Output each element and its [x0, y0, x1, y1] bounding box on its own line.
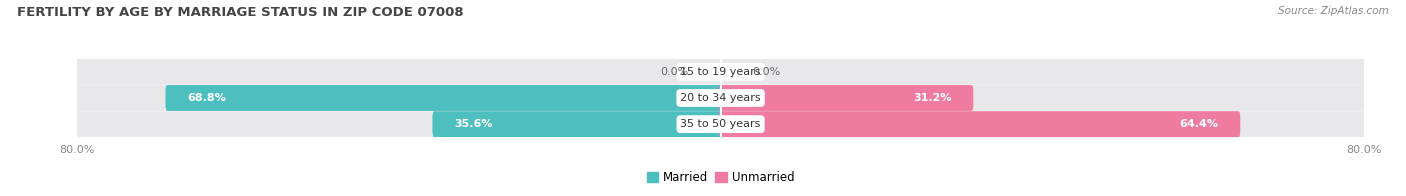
FancyBboxPatch shape	[718, 85, 973, 111]
Text: FERTILITY BY AGE BY MARRIAGE STATUS IN ZIP CODE 07008: FERTILITY BY AGE BY MARRIAGE STATUS IN Z…	[17, 6, 464, 19]
FancyBboxPatch shape	[718, 111, 1240, 137]
Text: 35.6%: 35.6%	[454, 119, 494, 129]
Text: 0.0%: 0.0%	[661, 67, 689, 77]
Text: 35 to 50 years: 35 to 50 years	[681, 119, 761, 129]
Text: 31.2%: 31.2%	[912, 93, 952, 103]
FancyBboxPatch shape	[76, 111, 1365, 137]
FancyBboxPatch shape	[433, 111, 723, 137]
Text: Source: ZipAtlas.com: Source: ZipAtlas.com	[1278, 6, 1389, 16]
FancyBboxPatch shape	[76, 85, 1365, 111]
Text: 64.4%: 64.4%	[1180, 119, 1218, 129]
Text: 15 to 19 years: 15 to 19 years	[681, 67, 761, 77]
Legend: Married, Unmarried: Married, Unmarried	[643, 166, 799, 189]
Text: 20 to 34 years: 20 to 34 years	[681, 93, 761, 103]
Text: 68.8%: 68.8%	[187, 93, 226, 103]
FancyBboxPatch shape	[166, 85, 723, 111]
Text: 0.0%: 0.0%	[752, 67, 780, 77]
FancyBboxPatch shape	[76, 59, 1365, 85]
